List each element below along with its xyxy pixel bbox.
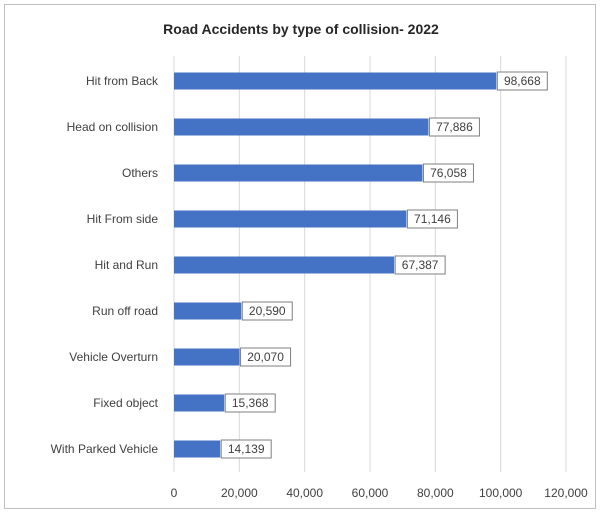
bar [174,210,407,228]
x-tick-label: 40,000 [286,486,323,500]
bar [174,302,242,320]
category-label: Hit from Back [86,74,159,88]
data-label-box [220,439,272,459]
x-tick-label: 0 [171,486,178,500]
data-label: 77,886 [436,120,473,134]
category-label: Head on collision [67,120,158,134]
data-label: 67,387 [402,258,439,272]
data-label-box [422,163,474,183]
data-label-box [496,71,548,91]
data-label-box [241,301,293,321]
data-label-box [240,347,292,367]
bar [174,72,497,90]
category-label: With Parked Vehicle [51,442,159,456]
data-label-box [406,209,458,229]
category-label: Hit From side [87,212,159,226]
category-label: Others [122,166,158,180]
bar [174,348,240,366]
data-label: 20,070 [247,350,284,364]
bar [174,256,395,274]
data-label: 71,146 [414,212,451,226]
category-label: Fixed object [93,396,158,410]
data-label: 76,058 [430,166,467,180]
x-tick-label: 80,000 [417,486,454,500]
data-label: 15,368 [232,396,269,410]
data-label: 98,668 [504,74,541,88]
x-tick-label: 120,000 [544,486,588,500]
bar [174,118,429,136]
chart-title: Road Accidents by type of collision- 202… [163,21,439,37]
bar [174,394,225,412]
data-label-box [394,255,446,275]
x-tick-label: 100,000 [479,486,523,500]
data-label: 14,139 [228,442,265,456]
bar [174,440,221,458]
x-tick-label: 20,000 [221,486,258,500]
bar [174,164,423,182]
category-label: Run off road [92,304,158,318]
data-label-box [224,393,276,413]
category-label: Hit and Run [95,258,158,272]
data-label-box [428,117,480,137]
x-tick-label: 60,000 [352,486,389,500]
data-label: 20,590 [249,304,286,318]
category-label: Vehicle Overturn [69,350,158,364]
